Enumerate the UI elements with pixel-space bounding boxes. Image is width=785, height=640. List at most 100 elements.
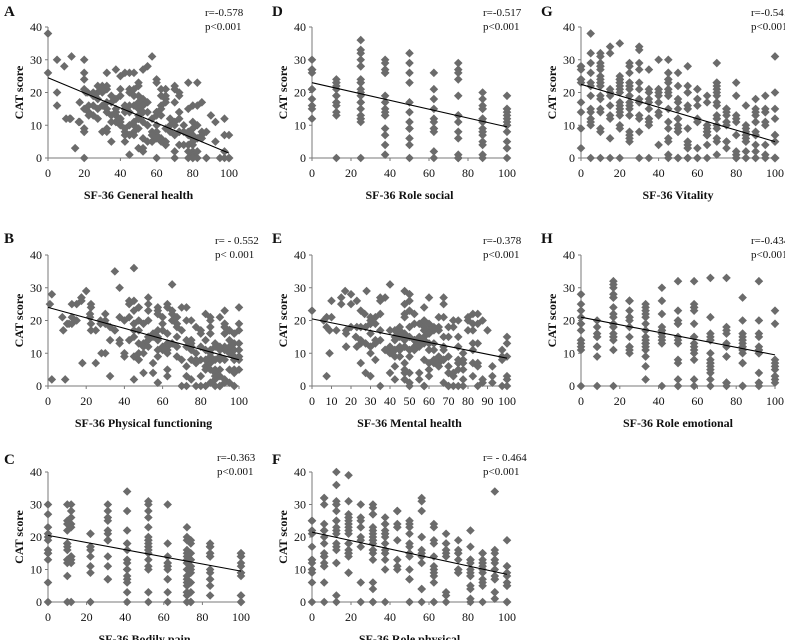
data-point [417, 584, 426, 594]
data-point [129, 352, 139, 361]
data-point [125, 120, 134, 130]
data-point [143, 335, 153, 345]
data-point [182, 552, 192, 561]
data-point [683, 81, 692, 91]
data-point [722, 117, 731, 127]
data-point [478, 94, 487, 104]
data-point [625, 111, 634, 120]
data-point [657, 339, 667, 348]
data-point [751, 94, 760, 104]
data-point [206, 111, 216, 120]
data-point [332, 516, 341, 526]
y-axis-title: CAT score [276, 510, 290, 564]
data-point [453, 555, 463, 565]
data-point [196, 355, 206, 365]
data-point [738, 316, 747, 325]
x-axis-title: SF-36 Mental health [357, 416, 462, 430]
data-point [458, 348, 468, 358]
data-point [741, 101, 751, 110]
data-point [193, 134, 202, 143]
data-point [144, 555, 153, 565]
data-point [625, 78, 634, 87]
data-point [332, 539, 341, 548]
data-point [332, 91, 341, 101]
trend-line [47, 306, 240, 361]
data-point [414, 332, 424, 342]
data-point [380, 513, 390, 522]
y-tick-label: 40 [563, 248, 575, 262]
data-point [429, 114, 439, 123]
data-point [356, 335, 366, 345]
data-point [468, 319, 478, 329]
data-point [122, 565, 132, 574]
data-point [205, 568, 215, 578]
data-point [86, 303, 96, 312]
x-tick-label: 100 [766, 394, 784, 408]
data-point [385, 326, 395, 335]
data-point [63, 571, 72, 581]
data-point [434, 362, 444, 371]
panel-letter: E [272, 231, 282, 247]
data-point [741, 153, 751, 163]
data-point [502, 137, 512, 146]
x-tick-label: 30 [365, 394, 377, 408]
data-point [64, 319, 74, 329]
x-tick-label: 100 [220, 166, 238, 180]
data-point [712, 84, 722, 94]
data-point [576, 299, 586, 309]
data-point [502, 568, 512, 578]
data-point [205, 574, 215, 584]
data-point [380, 104, 390, 114]
x-tick-label: 70 [443, 394, 455, 408]
data-point [98, 127, 107, 137]
data-point [319, 526, 329, 535]
data-point [702, 130, 712, 140]
data-point [66, 552, 76, 561]
data-point [654, 98, 663, 107]
x-tick-label: 80 [730, 166, 742, 180]
data-point [183, 153, 193, 163]
data-point [380, 597, 390, 607]
data-point [654, 91, 663, 101]
data-point [234, 339, 244, 348]
data-point [225, 365, 234, 374]
y-tick-label: 10 [563, 118, 575, 132]
data-point [356, 597, 366, 607]
data-point [307, 65, 317, 74]
data-point [122, 587, 132, 597]
data-point [615, 39, 625, 48]
data-point [478, 104, 487, 114]
y-tick-label: 0 [36, 151, 42, 165]
data-point [576, 98, 586, 107]
data-point [211, 117, 220, 127]
data-point [153, 326, 163, 335]
data-point [196, 381, 206, 391]
data-point [179, 140, 189, 150]
data-point [644, 84, 654, 94]
data-point [138, 134, 148, 143]
data-point [393, 561, 402, 571]
data-point [366, 312, 375, 322]
data-point [224, 130, 234, 140]
data-point [592, 342, 602, 351]
data-point [444, 362, 453, 371]
data-point [664, 68, 673, 78]
data-point [371, 355, 380, 365]
data-point [110, 267, 120, 276]
y-tick-label: 20 [294, 86, 306, 100]
data-point [441, 597, 451, 607]
data-point [453, 75, 463, 84]
data-point [689, 306, 699, 315]
data-point [91, 358, 101, 368]
data-point [319, 539, 329, 548]
data-point [153, 378, 163, 388]
data-point [429, 68, 439, 78]
data-point [67, 299, 77, 309]
y-tick-label: 30 [30, 281, 42, 295]
data-point [468, 371, 478, 381]
data-point [332, 326, 341, 335]
data-point [319, 532, 329, 542]
data-point [722, 339, 731, 348]
data-point [47, 290, 57, 299]
data-point [105, 371, 115, 381]
